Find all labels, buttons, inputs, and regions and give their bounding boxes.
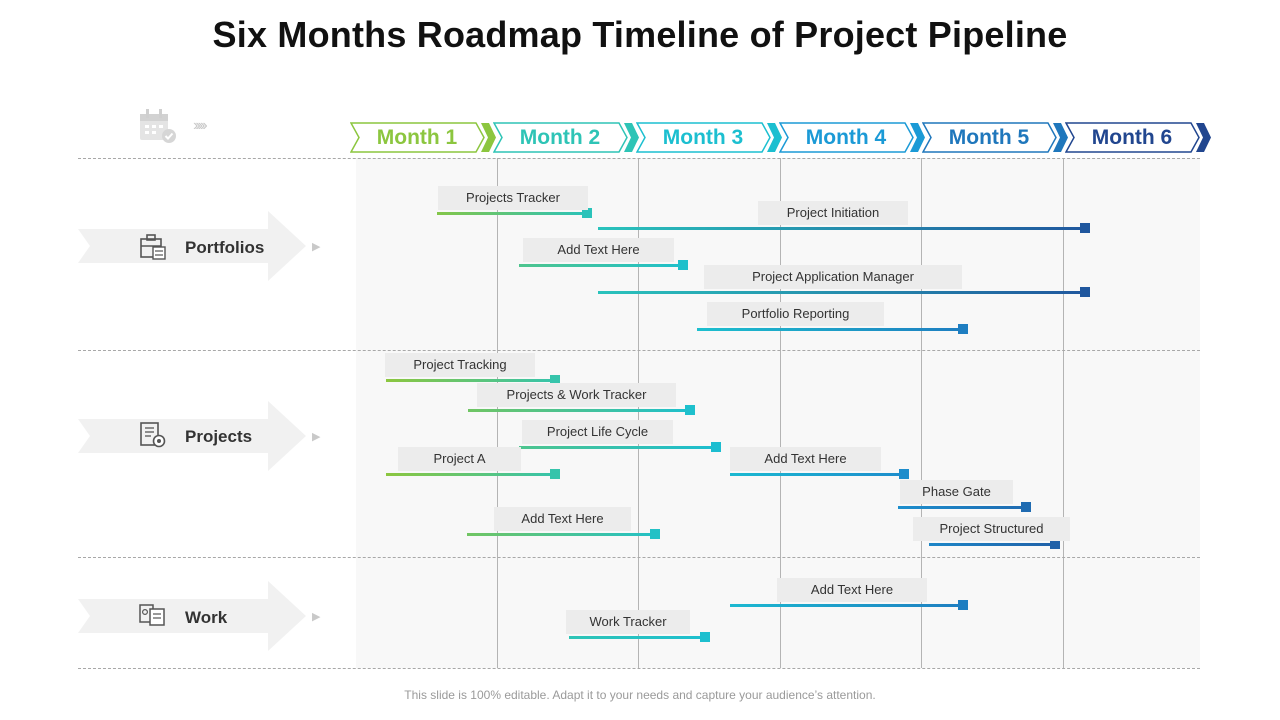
row-separator [78, 158, 1200, 159]
month-label: Month 1 [376, 126, 458, 149]
task-end-marker [1080, 287, 1090, 297]
month-chevron-outline [493, 122, 628, 153]
month-header-6: Month 6 [1065, 122, 1211, 153]
task-end-marker [550, 375, 560, 385]
month-chevron-tip [910, 123, 925, 152]
task-end-marker [1050, 539, 1060, 549]
month-label: Month 4 [805, 126, 887, 149]
footer-note: This slide is 100% editable. Adapt it to… [404, 688, 876, 702]
task-label: Project A [398, 447, 521, 471]
month-chevron-outline [350, 122, 485, 153]
task-end-marker [550, 469, 560, 479]
task-bar [569, 636, 705, 639]
task-label: Projects Tracker [438, 186, 588, 210]
month-label: Month 2 [519, 126, 601, 149]
month-gridline [921, 158, 922, 668]
task-end-marker [1021, 502, 1031, 512]
row-pointer-icon: ▶ [312, 611, 321, 623]
month-chevron-outline [779, 122, 914, 153]
month-gridline [1063, 158, 1064, 668]
task-end-marker [711, 442, 721, 452]
task-label: Project Structured [913, 517, 1070, 541]
task-label: Phase Gate [900, 480, 1013, 504]
month-label: Month 5 [948, 126, 1030, 149]
task-label: Project Application Manager [704, 265, 962, 289]
row-label-projects: Projects [185, 427, 253, 446]
task-end-marker [958, 324, 968, 334]
month-gridline [497, 158, 498, 668]
task-label: Add Text Here [494, 507, 631, 531]
month-chevron-tip [1053, 123, 1068, 152]
task-bar [730, 604, 963, 607]
task-bar [519, 264, 683, 267]
task-bar [467, 533, 655, 536]
month-gridline [638, 158, 639, 668]
month-header-2: Month 2 [493, 122, 639, 153]
project-settings-icon [138, 421, 168, 454]
task-end-marker [700, 632, 710, 642]
portfolio-icon [138, 233, 168, 266]
task-bar [598, 291, 1085, 294]
month-header-4: Month 4 [779, 122, 925, 153]
row-arrow-projects [78, 401, 306, 471]
task-end-marker [958, 600, 968, 610]
month-gridline [780, 158, 781, 668]
month-header-3: Month 3 [636, 122, 782, 153]
task-bar [519, 446, 716, 449]
row-pointer-icon: ▶ [312, 241, 321, 253]
row-pointer-icon: ▶ [312, 431, 321, 443]
task-label: Add Text Here [777, 578, 927, 602]
month-chevron-tip [1196, 123, 1211, 152]
work-documents-icon [138, 602, 168, 635]
task-label: Add Text Here [523, 238, 674, 262]
task-bar [386, 379, 554, 382]
task-bar [437, 212, 587, 215]
task-bar [386, 473, 554, 476]
task-bar [598, 227, 1085, 230]
row-separator [78, 350, 1200, 351]
month-chevron-outline [1065, 122, 1200, 153]
month-label: Month 3 [662, 126, 744, 149]
month-label: Month 6 [1091, 126, 1173, 149]
task-label: Project Tracking [385, 353, 535, 377]
month-chevron-tip [767, 123, 782, 152]
row-arrow-work [78, 581, 306, 651]
month-chevron-tip [481, 123, 496, 152]
chevrons-icon: ››››› [193, 117, 208, 134]
task-end-marker [678, 260, 688, 270]
row-separator [78, 668, 1200, 669]
task-bar [929, 543, 1055, 546]
task-end-marker [582, 208, 592, 218]
task-end-marker [1080, 223, 1090, 233]
month-chevron-outline [922, 122, 1057, 153]
month-header-1: Month 1 [350, 122, 496, 153]
task-label: Project Life Cycle [522, 420, 673, 444]
task-label: Work Tracker [566, 610, 690, 634]
task-bar [730, 473, 904, 476]
row-label-portfolios: Portfolios [185, 238, 265, 257]
task-end-marker [685, 405, 695, 415]
task-label: Project Initiation [758, 201, 908, 225]
row-arrow-portfolios [78, 211, 306, 281]
month-header-5: Month 5 [922, 122, 1068, 153]
row-label-work: Work [185, 608, 228, 627]
task-bar [468, 409, 690, 412]
row-separator [78, 557, 1200, 558]
month-chevron-tip [624, 123, 639, 152]
calendar-check-icon [138, 108, 178, 149]
task-label: Portfolio Reporting [707, 302, 884, 326]
task-bar [697, 328, 963, 331]
month-chevron-outline [636, 122, 771, 153]
task-bar [898, 506, 1025, 509]
task-end-marker [650, 529, 660, 539]
task-label: Add Text Here [730, 447, 881, 471]
task-label: Projects & Work Tracker [477, 383, 676, 407]
page-title: Six Months Roadmap Timeline of Project P… [212, 14, 1068, 55]
task-end-marker [899, 469, 909, 479]
